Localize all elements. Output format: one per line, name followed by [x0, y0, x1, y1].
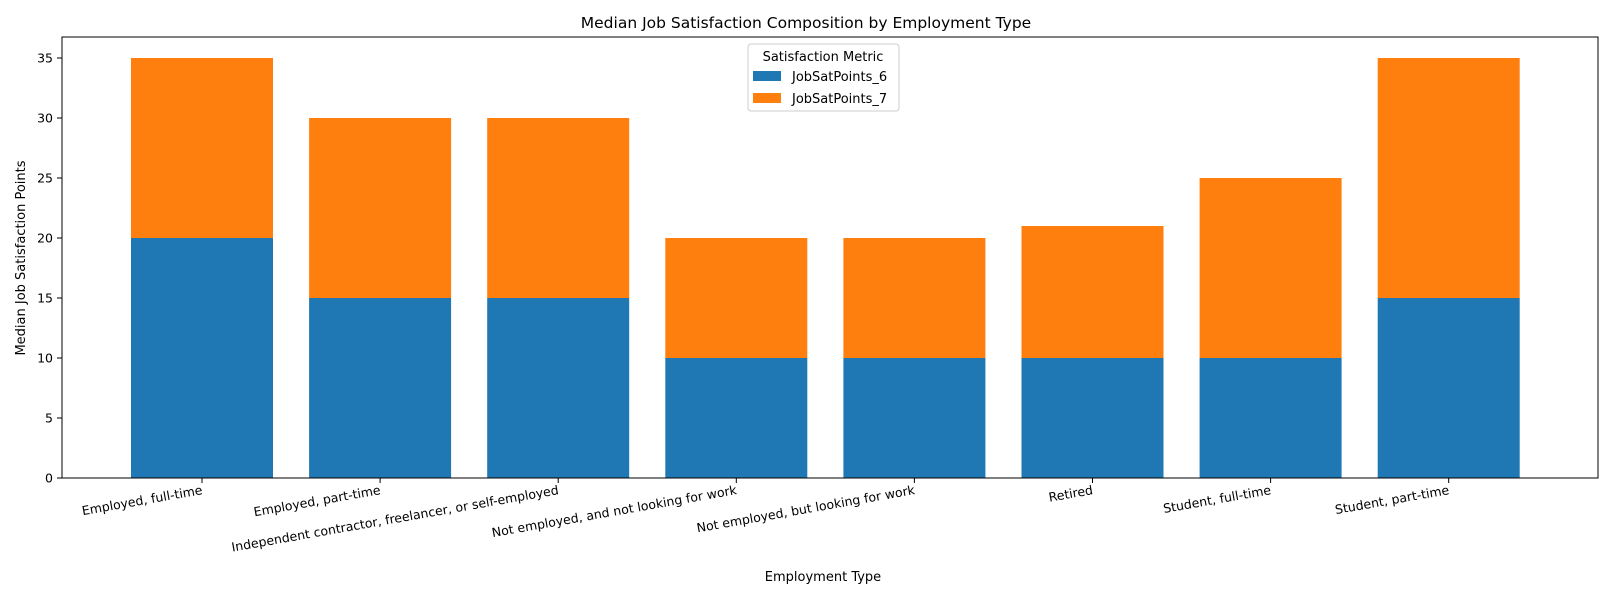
x-tick-label-employed-part-time: Employed, part-time	[252, 482, 381, 519]
bar-jobsatpoints-6-student-part-time	[1377, 298, 1520, 478]
x-tick-label-student-part-time: Student, part-time	[1334, 482, 1451, 517]
bar-jobsatpoints-6-student-full-time	[1199, 358, 1342, 478]
y-tick-label: 10	[37, 351, 53, 366]
bar-jobsatpoints-6-independent-contractor-freelancer-or-self-employed	[487, 298, 630, 478]
y-tick-label: 15	[37, 291, 53, 306]
x-tick-label-retired: Retired	[1047, 482, 1094, 505]
y-axis-label: Median Job Satisfaction Points	[14, 160, 29, 355]
chart-title: Median Job Satisfaction Composition by E…	[581, 14, 1031, 32]
y-tick-label: 20	[37, 231, 53, 246]
y-tick-label: 30	[37, 111, 53, 126]
bar-jobsatpoints-6-retired	[1021, 358, 1164, 478]
y-tick-label: 35	[37, 51, 53, 66]
legend-label-jobsatpoints-6: JobSatPoints_6	[791, 70, 887, 85]
x-tick-label-employed-full-time: Employed, full-time	[81, 482, 204, 518]
bar-jobsatpoints-7-employed-full-time	[131, 58, 273, 238]
plot-area-frame	[61, 36, 1599, 479]
bar-jobsatpoints-6-not-employed-but-looking-for-work	[843, 358, 986, 478]
bar-jobsatpoints-6-employed-full-time	[131, 238, 273, 478]
y-axis: 0 5 10 15 20 25 30 35	[37, 51, 62, 486]
bars-layer	[131, 58, 1520, 478]
x-tick-label-independent-contractor-freelancer-or-self-employed: Independent contractor, freelancer, or s…	[230, 482, 559, 554]
y-tick-label: 0	[45, 471, 53, 486]
bar-jobsatpoints-7-not-employed-and-not-looking-for-work	[665, 238, 808, 358]
x-axis: Employed, full-time Employed, part-timeIn…	[81, 478, 1451, 555]
legend-frame	[747, 43, 900, 112]
x-tick-label-student-full-time: Student, full-time	[1162, 482, 1272, 516]
legend-swatch-jobsatpoints-6	[753, 71, 781, 81]
legend-label-jobsatpoints-7: JobSatPoints_7	[791, 92, 887, 107]
legend: Satisfaction Metric JobSatPoints_6 JobSa…	[747, 43, 900, 112]
legend-title: Satisfaction Metric	[763, 50, 884, 65]
bar-jobsatpoints-7-retired	[1021, 226, 1164, 358]
bar-jobsatpoints-7-student-full-time	[1199, 178, 1342, 358]
legend-swatch-jobsatpoints-7	[753, 93, 781, 103]
bar-jobsatpoints-7-not-employed-but-looking-for-work	[843, 238, 986, 358]
bar-jobsatpoints-6-employed-part-time	[309, 298, 452, 478]
bar-jobsatpoints-7-independent-contractor-freelancer-or-self-employed	[487, 118, 630, 298]
bar-jobsatpoints-7-student-part-time	[1377, 58, 1520, 298]
x-axis-label: Employment Type	[765, 570, 881, 585]
y-tick-label: 25	[37, 171, 53, 186]
y-tick-label: 5	[45, 411, 53, 426]
bar-jobsatpoints-6-not-employed-and-not-looking-for-work	[665, 358, 808, 478]
bar-jobsatpoints-7-employed-part-time	[309, 118, 452, 298]
